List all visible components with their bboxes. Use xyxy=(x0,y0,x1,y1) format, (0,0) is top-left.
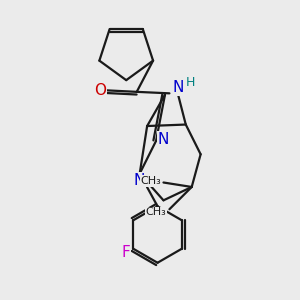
Text: CH₃: CH₃ xyxy=(146,207,166,217)
Text: CH₃: CH₃ xyxy=(141,176,161,186)
Text: F: F xyxy=(122,245,130,260)
Text: N: N xyxy=(172,80,183,95)
Text: O: O xyxy=(94,83,106,98)
Text: H: H xyxy=(186,76,196,88)
Text: N: N xyxy=(158,132,169,147)
Text: N: N xyxy=(134,172,145,188)
